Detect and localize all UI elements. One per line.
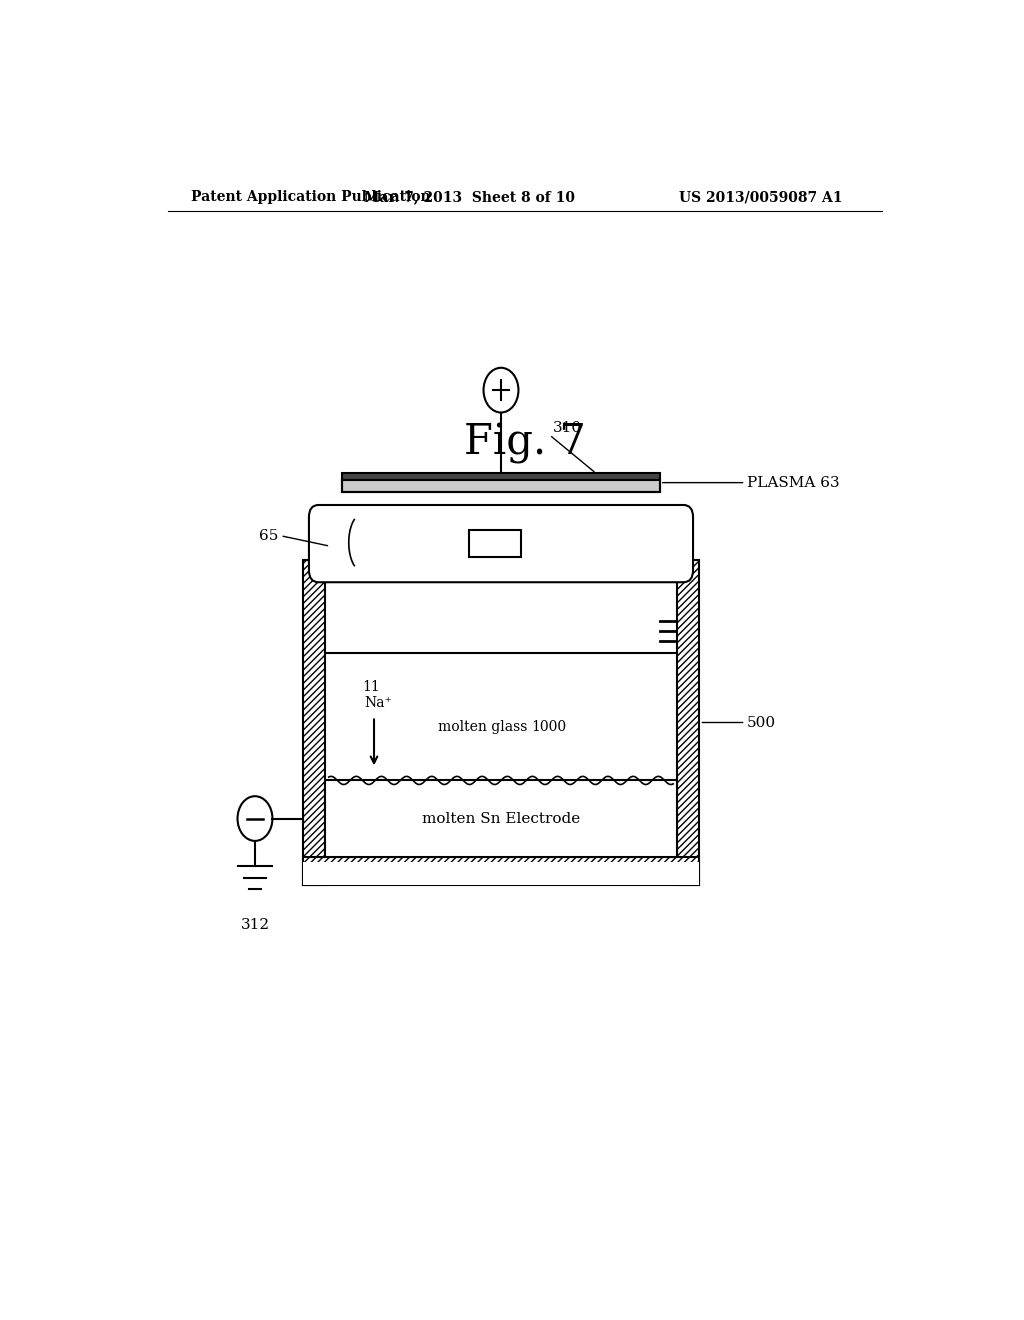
Bar [469,531,521,557]
Bar [342,480,659,492]
Bar [677,560,699,886]
Text: 500: 500 [748,715,776,730]
Text: PLASMA 63: PLASMA 63 [748,475,840,490]
Bar [342,474,659,492]
Text: Na⁺: Na⁺ [365,696,392,710]
Text: 65: 65 [259,529,279,543]
Bar [325,780,677,857]
Text: 312: 312 [241,919,269,932]
Text: 310: 310 [553,421,582,434]
Text: 1000: 1000 [531,721,566,734]
Bar [342,471,659,480]
FancyBboxPatch shape [309,506,693,582]
Text: 11: 11 [362,680,380,694]
Bar [303,560,325,886]
Text: molten glass: molten glass [437,721,527,734]
Text: Patent Application Publication: Patent Application Publication [191,190,431,205]
Bar [303,862,699,886]
Text: Mar. 7, 2013  Sheet 8 of 10: Mar. 7, 2013 Sheet 8 of 10 [364,190,574,205]
Text: US 2013/0059087 A1: US 2013/0059087 A1 [679,190,842,205]
Text: Fig. 7: Fig. 7 [464,422,586,465]
Bar [303,857,699,886]
Text: molten Sn Electrode: molten Sn Electrode [422,812,581,825]
